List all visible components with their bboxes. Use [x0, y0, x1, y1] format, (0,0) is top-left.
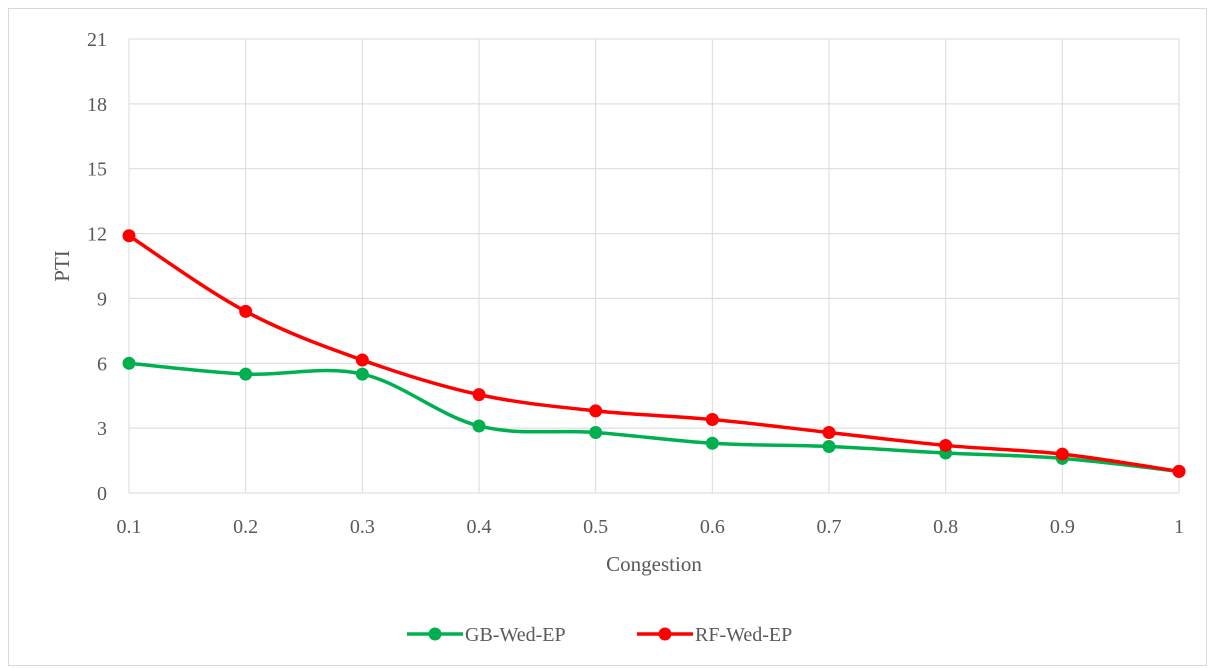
x-tick-label: 0.1 [117, 516, 142, 538]
data-point [122, 356, 136, 370]
x-tick-label: 1 [1174, 516, 1184, 538]
data-point [472, 419, 486, 433]
data-point [822, 440, 836, 454]
series-layer [122, 229, 1186, 478]
data-point [1055, 447, 1069, 461]
series-line [127, 233, 1181, 474]
legend-item: GB-Wed-EP [407, 624, 566, 646]
y-tick-label: 3 [97, 418, 107, 440]
series-line [127, 361, 1181, 474]
y-tick-label: 12 [87, 224, 107, 246]
x-tick-label: 0.8 [933, 516, 958, 538]
legend-marker [428, 627, 442, 641]
legend-label: RF-Wed-EP [695, 624, 792, 646]
chart-frame: 0 3 6 9 12 15 18 21 0.1 0.2 0.3 0.4 0.5 0.6 0.7 0.8 0.9… [8, 8, 1207, 666]
data-point [705, 412, 719, 426]
x-tick-label: 0.5 [583, 516, 608, 538]
data-point [355, 353, 369, 367]
x-tick-label: 0.4 [467, 516, 492, 538]
data-point [939, 438, 953, 452]
x-tick-label: 0.9 [1050, 516, 1075, 538]
data-point [355, 367, 369, 381]
y-tick-label: 9 [97, 288, 107, 310]
data-point [705, 436, 719, 450]
data-point [822, 425, 836, 439]
series-gb-wed-ep [122, 356, 1186, 478]
x-axis-ticks: 0.1 0.2 0.3 0.4 0.5 0.6 0.7 0.8 0.9 1 [117, 516, 1185, 538]
data-point [472, 388, 486, 402]
data-point [239, 304, 253, 318]
data-point [1172, 464, 1186, 478]
y-axis-ticks: 0 3 6 9 12 15 18 21 [87, 29, 107, 505]
x-tick-label: 0.7 [817, 516, 842, 538]
x-axis-title: Congestion [606, 552, 702, 576]
data-point [589, 425, 603, 439]
legend-marker [658, 627, 672, 641]
data-point [122, 229, 136, 243]
y-tick-label: 18 [87, 94, 107, 116]
y-tick-label: 21 [87, 29, 107, 51]
y-tick-label: 0 [97, 483, 107, 505]
x-tick-label: 0.2 [233, 516, 258, 538]
y-tick-label: 15 [87, 159, 107, 181]
x-tick-label: 0.6 [700, 516, 725, 538]
data-point [589, 404, 603, 418]
data-point [239, 367, 253, 381]
legend-label: GB-Wed-EP [465, 624, 566, 646]
grid-lines [128, 38, 1180, 494]
legend: GB-Wed-EP RF-Wed-EP [407, 624, 792, 646]
line-chart: 0 3 6 9 12 15 18 21 0.1 0.2 0.3 0.4 0.5 0.6 0.7 0.8 0.9… [50, 29, 1186, 646]
series-rf-wed-ep [122, 229, 1186, 478]
y-tick-label: 6 [97, 353, 107, 375]
y-axis-title: PTI [50, 250, 74, 282]
x-tick-label: 0.3 [350, 516, 375, 538]
legend-item: RF-Wed-EP [637, 624, 792, 646]
